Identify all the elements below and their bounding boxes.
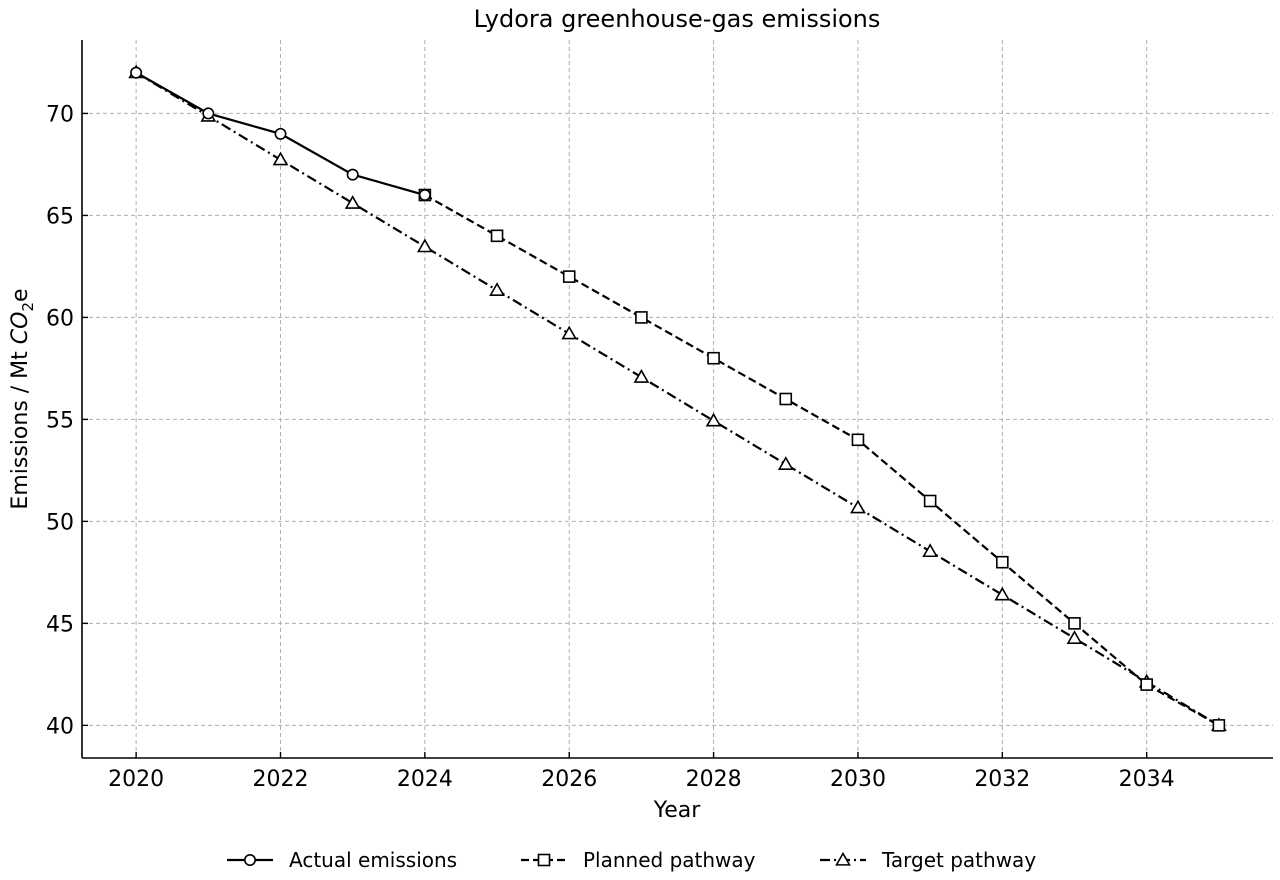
data-point-actual-emissions bbox=[130, 66, 143, 79]
y-axis-label-sub: 2 bbox=[19, 302, 37, 312]
series-actual-emissions bbox=[130, 66, 431, 202]
legend-marker bbox=[835, 851, 851, 866]
data-point-planned-pathway bbox=[996, 555, 1009, 569]
x-tick-label: 2020 bbox=[108, 767, 164, 792]
data-point-actual-emissions bbox=[202, 107, 215, 120]
legend-label: Actual emissions bbox=[289, 848, 457, 872]
series-line-planned-pathway bbox=[424, 194, 1220, 727]
data-point-planned-pathway bbox=[1212, 719, 1226, 732]
data-point-planned-pathway bbox=[1068, 617, 1081, 630]
y-tick-label: 70 bbox=[46, 102, 74, 127]
data-point-planned-pathway bbox=[779, 392, 793, 406]
data-point-target-pathway bbox=[850, 499, 866, 514]
x-tick-label: 2024 bbox=[397, 767, 453, 792]
y-axis-label: Emissions / Mt CO2e bbox=[8, 288, 37, 509]
legend-marker bbox=[537, 853, 551, 867]
x-tick-label: 2032 bbox=[974, 767, 1030, 792]
x-axis-label: Year bbox=[653, 798, 702, 823]
data-point-planned-pathway bbox=[707, 351, 720, 365]
data-point-planned-pathway bbox=[851, 433, 865, 447]
series-layer bbox=[128, 64, 1227, 732]
data-point-target-pathway bbox=[922, 543, 939, 558]
y-tick-label: 65 bbox=[46, 204, 74, 229]
data-point-planned-pathway bbox=[635, 311, 648, 324]
data-point-actual-emissions bbox=[418, 189, 431, 202]
data-point-target-pathway bbox=[416, 238, 433, 253]
x-axis-ticks: 2020 2022 2024 2026 2028 2030 2032 2034 bbox=[108, 752, 1175, 792]
chart-title: Lydora greenhouse-gas emissions bbox=[474, 5, 881, 33]
chart-legend: Actual emissions Planned pathway Target pa… bbox=[227, 848, 1036, 872]
y-tick-label: 40 bbox=[46, 714, 74, 739]
y-axis-label-main: Emissions / Mt bbox=[8, 344, 33, 509]
data-point-target-pathway bbox=[1066, 630, 1083, 644]
data-point-actual-emissions bbox=[346, 168, 359, 181]
x-tick-label: 2028 bbox=[686, 767, 742, 792]
legend-item-planned-pathway: Planned pathway bbox=[521, 848, 756, 872]
x-tick-label: 2030 bbox=[830, 767, 886, 792]
series-line-target-pathway bbox=[135, 71, 1220, 727]
data-point-target-pathway bbox=[561, 325, 578, 340]
legend-item-actual-emissions: Actual emissions bbox=[227, 848, 457, 872]
y-tick-label: 45 bbox=[46, 612, 74, 637]
x-tick-label: 2034 bbox=[1119, 767, 1175, 792]
data-point-target-pathway bbox=[705, 412, 722, 427]
data-point-target-pathway bbox=[272, 151, 289, 166]
data-point-planned-pathway bbox=[923, 494, 937, 508]
y-axis-ticks: 40 45 50 55 60 65 70 bbox=[46, 102, 88, 739]
y-tick-label: 60 bbox=[46, 306, 74, 331]
y-tick-label: 50 bbox=[46, 510, 74, 535]
x-tick-label: 2026 bbox=[541, 767, 597, 792]
data-point-target-pathway bbox=[633, 369, 650, 383]
x-tick-label: 2022 bbox=[253, 767, 309, 792]
series-planned-pathway bbox=[418, 188, 1226, 732]
y-tick-label: 55 bbox=[46, 408, 74, 433]
data-point-planned-pathway bbox=[562, 270, 576, 283]
y-axis-label-chem: CO bbox=[8, 312, 33, 345]
series-target-pathway bbox=[128, 64, 1227, 732]
data-point-planned-pathway bbox=[490, 229, 504, 243]
data-point-target-pathway bbox=[489, 282, 505, 296]
data-point-target-pathway bbox=[777, 456, 794, 470]
grid-lines bbox=[82, 40, 1273, 758]
legend-marker bbox=[244, 853, 257, 866]
data-point-planned-pathway bbox=[1140, 678, 1153, 691]
data-point-actual-emissions bbox=[274, 127, 287, 140]
legend-label: Planned pathway bbox=[583, 848, 756, 872]
legend-label: Target pathway bbox=[881, 848, 1036, 872]
data-point-target-pathway bbox=[994, 586, 1011, 601]
data-point-target-pathway bbox=[344, 195, 361, 209]
y-axis-label-end: e bbox=[8, 288, 33, 302]
legend-item-target-pathway: Target pathway bbox=[820, 848, 1036, 872]
